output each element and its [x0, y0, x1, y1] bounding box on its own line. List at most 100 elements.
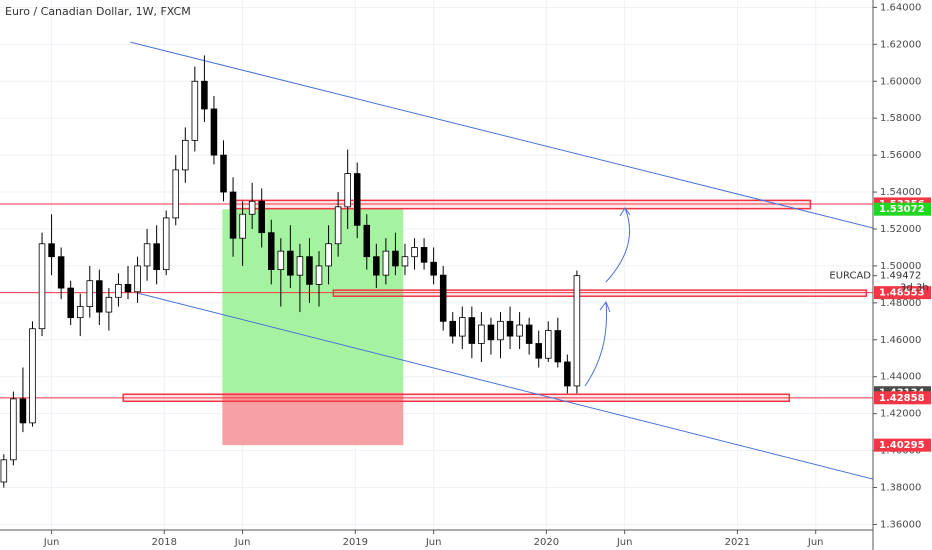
candle-body [134, 265, 141, 293]
price-label: 1.48553 [879, 288, 925, 299]
chart-title: Euro / Canadian Dollar, 1W, FXCM [5, 5, 191, 18]
candle-body [201, 80, 208, 110]
symbol-label: EURCAD [829, 271, 871, 282]
x-tick-label: Jun [43, 537, 60, 548]
profit-zone [222, 209, 404, 393]
last-price-label: 1.49472 [880, 271, 921, 282]
y-tick-label: 1.62000 [880, 39, 921, 50]
y-tick-label: 1.54000 [880, 187, 921, 198]
price-label: 1.42858 [879, 393, 925, 404]
candle-body [439, 274, 447, 322]
x-tick-label: 2018 [152, 537, 177, 548]
candle-body [10, 398, 17, 461]
candle-body [497, 320, 504, 341]
trend-line [130, 41, 873, 229]
candle-body [344, 173, 351, 208]
y-tick-label: 1.48000 [880, 298, 921, 309]
candle-body [411, 247, 418, 258]
candle-body [487, 324, 495, 341]
candle-body [306, 256, 313, 285]
candle-body [401, 256, 409, 267]
arrows [584, 207, 631, 387]
y-tick-label: 1.46000 [880, 335, 921, 346]
y-tick-label: 1.58000 [880, 113, 921, 124]
candle-body [162, 217, 170, 271]
candle-body [115, 283, 122, 298]
candle-body [573, 275, 581, 387]
candle-body [143, 243, 151, 267]
candle-body [124, 283, 132, 293]
y-tick-label: 1.36000 [880, 519, 921, 530]
candle-body [210, 108, 218, 156]
y-tick-label: 1.42000 [880, 409, 921, 420]
rectangle-drawing [332, 289, 868, 297]
arrowhead [599, 300, 611, 313]
candle-body [535, 343, 542, 359]
candle-body [420, 247, 428, 263]
y-tick-label: 1.38000 [880, 483, 921, 494]
candle-body [506, 320, 514, 337]
y-tick-label: 1.44000 [880, 372, 921, 383]
y-tick-label: 1.56000 [880, 150, 921, 161]
candle-body [353, 173, 361, 226]
price-label: 1.53072 [879, 204, 925, 215]
candle-body [267, 232, 275, 271]
candle-body [0, 459, 8, 483]
candle-body [430, 261, 437, 276]
x-tick-label: Jun [616, 537, 633, 548]
candle-body [373, 256, 380, 276]
time-axis [0, 530, 873, 550]
candle-body [86, 280, 94, 307]
candle-body [287, 250, 294, 276]
candle-body [564, 361, 571, 387]
arrow [605, 207, 631, 283]
candle-body [258, 200, 265, 234]
candle-body [48, 243, 55, 258]
candle-body [525, 324, 533, 344]
candle-body [191, 80, 199, 141]
candle-body [449, 320, 457, 337]
candle-body [516, 324, 523, 337]
price-label: 1.40295 [879, 440, 925, 451]
candle-body [96, 280, 103, 313]
candle-body [325, 243, 332, 267]
x-tick-label: 2019 [343, 537, 368, 548]
candle-body [382, 250, 390, 276]
candle-body [468, 317, 476, 344]
countdown-label: 3d 3h [900, 283, 929, 294]
price-label-box [874, 438, 931, 452]
candle-body [38, 243, 46, 330]
trend-line [138, 292, 873, 480]
price-label-box [874, 286, 931, 300]
candle-body [296, 256, 304, 276]
candle-body [478, 324, 485, 344]
x-tick-label: 2021 [725, 537, 750, 548]
y-tick-label: 1.64000 [880, 2, 921, 13]
candle-body [105, 296, 113, 313]
x-tick-label: Jun [807, 537, 824, 548]
x-tick-label: Jun [425, 537, 442, 548]
axes: 1.360001.380001.400001.420001.440001.460… [43, 2, 931, 548]
y-tick-label: 1.50000 [880, 261, 921, 272]
x-tick-label: Jun [234, 537, 251, 548]
candle-body [57, 256, 65, 289]
rectangle-drawing [229, 199, 812, 210]
price-label-box [874, 391, 931, 405]
candle-body [220, 154, 227, 193]
candle-body [29, 328, 36, 424]
arrow [584, 301, 608, 387]
candle-body [334, 206, 342, 245]
candle-body [76, 306, 84, 319]
arrowhead [619, 207, 631, 217]
price-label-box [874, 202, 931, 216]
candle-body [172, 169, 180, 219]
candle-body [315, 265, 323, 285]
candle-body [248, 200, 256, 215]
candle-body [153, 243, 160, 271]
price-axis [873, 0, 932, 550]
candle-body [392, 250, 399, 267]
candle-body [554, 330, 562, 363]
candle-body [277, 250, 285, 271]
